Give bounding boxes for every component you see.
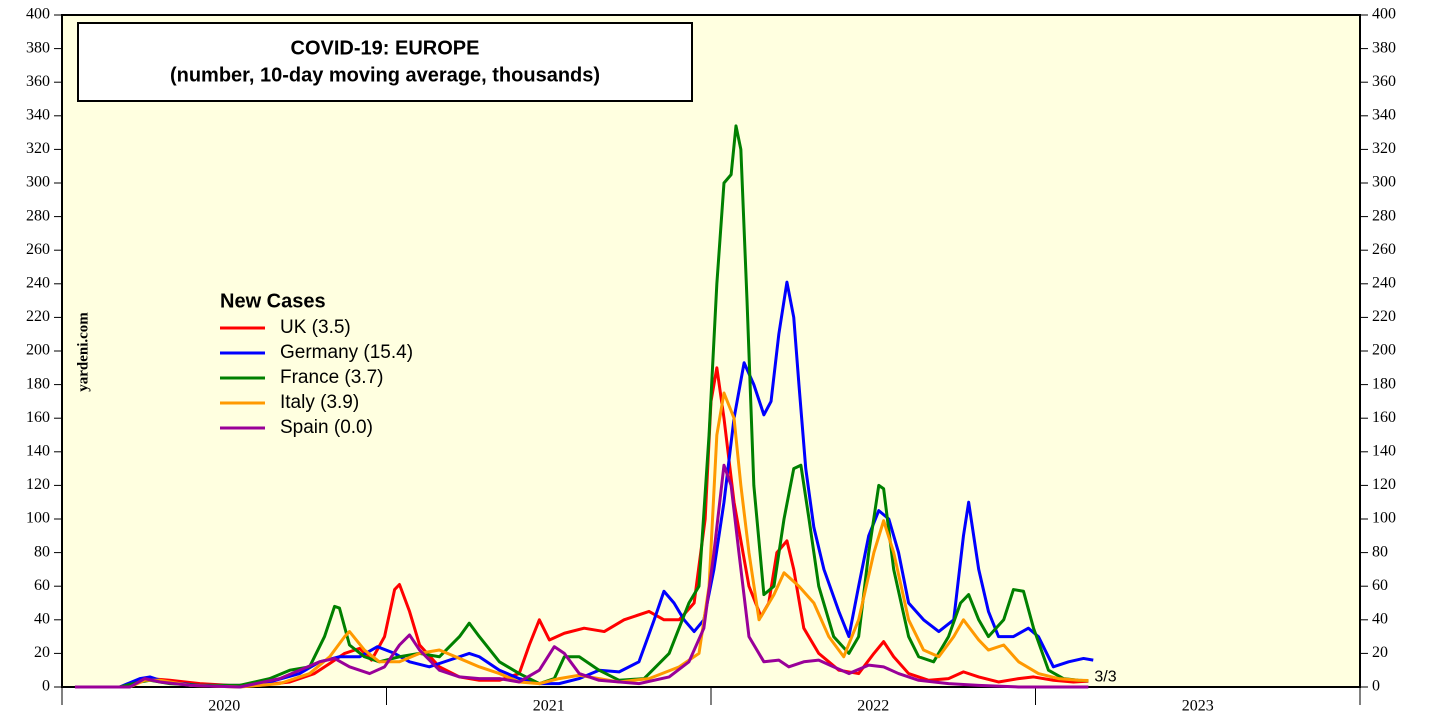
chart-subtitle: (number, 10-day moving average, thousand… bbox=[170, 64, 600, 86]
y-tick-label-right: 340 bbox=[1372, 106, 1396, 123]
y-tick-label: 260 bbox=[26, 241, 50, 258]
y-tick-label-right: 400 bbox=[1372, 6, 1396, 23]
y-tick-label-right: 240 bbox=[1372, 274, 1396, 291]
y-tick-label: 220 bbox=[26, 308, 50, 325]
legend-label: France (3.7) bbox=[280, 367, 383, 388]
legend-label: Italy (3.9) bbox=[280, 392, 359, 413]
y-tick-label-right: 120 bbox=[1372, 476, 1396, 493]
x-tick-label: 2021 bbox=[533, 698, 565, 715]
y-tick-label-right: 380 bbox=[1372, 39, 1396, 56]
y-tick-label: 240 bbox=[26, 274, 50, 291]
x-tick-label: 2020 bbox=[208, 698, 240, 715]
y-tick-label-right: 320 bbox=[1372, 140, 1396, 157]
y-tick-label: 360 bbox=[26, 73, 50, 90]
y-tick-label: 180 bbox=[26, 375, 50, 392]
y-tick-label-right: 300 bbox=[1372, 174, 1396, 191]
y-tick-label: 140 bbox=[26, 442, 50, 459]
y-tick-label: 160 bbox=[26, 409, 50, 426]
y-tick-label-right: 0 bbox=[1372, 678, 1380, 695]
y-tick-label: 120 bbox=[26, 476, 50, 493]
y-tick-label-right: 60 bbox=[1372, 577, 1388, 594]
y-tick-label-right: 260 bbox=[1372, 241, 1396, 258]
y-tick-label-right: 100 bbox=[1372, 510, 1396, 527]
y-tick-label-right: 280 bbox=[1372, 207, 1396, 224]
y-tick-label-right: 20 bbox=[1372, 644, 1388, 661]
x-tick-label: 2022 bbox=[857, 698, 889, 715]
y-tick-label: 200 bbox=[26, 342, 50, 359]
y-tick-label: 320 bbox=[26, 140, 50, 157]
y-tick-label: 380 bbox=[26, 39, 50, 56]
y-tick-label-right: 160 bbox=[1372, 409, 1396, 426]
y-tick-label: 340 bbox=[26, 106, 50, 123]
source-label: yardeni.com bbox=[75, 312, 91, 392]
y-tick-label: 280 bbox=[26, 207, 50, 224]
series-line bbox=[74, 124, 1089, 689]
annotation: 3/3 bbox=[1094, 668, 1116, 685]
series-line bbox=[74, 463, 1089, 689]
legend-label: Germany (15.4) bbox=[280, 342, 413, 363]
legend-label: Spain (0.0) bbox=[280, 417, 373, 438]
y-tick-label: 40 bbox=[34, 610, 50, 627]
y-tick-label: 300 bbox=[26, 174, 50, 191]
y-tick-label: 0 bbox=[42, 678, 50, 695]
y-tick-label-right: 180 bbox=[1372, 375, 1396, 392]
y-tick-label-right: 360 bbox=[1372, 73, 1396, 90]
y-tick-label-right: 220 bbox=[1372, 308, 1396, 325]
series-line bbox=[74, 391, 1089, 689]
y-tick-label-right: 80 bbox=[1372, 543, 1388, 560]
y-tick-label-right: 140 bbox=[1372, 442, 1396, 459]
y-tick-label-right: 40 bbox=[1372, 610, 1388, 627]
legend-title: New Cases bbox=[220, 290, 326, 312]
chart-title: COVID-19: EUROPE bbox=[291, 37, 480, 59]
x-tick-label: 2023 bbox=[1182, 698, 1214, 715]
y-tick-label-right: 200 bbox=[1372, 342, 1396, 359]
y-tick-label: 400 bbox=[26, 6, 50, 23]
legend-label: UK (3.5) bbox=[280, 317, 351, 338]
y-tick-label: 80 bbox=[34, 543, 50, 560]
y-tick-label: 100 bbox=[26, 510, 50, 527]
y-tick-label: 60 bbox=[34, 577, 50, 594]
title-box bbox=[77, 22, 693, 102]
y-tick-label: 20 bbox=[34, 644, 50, 661]
